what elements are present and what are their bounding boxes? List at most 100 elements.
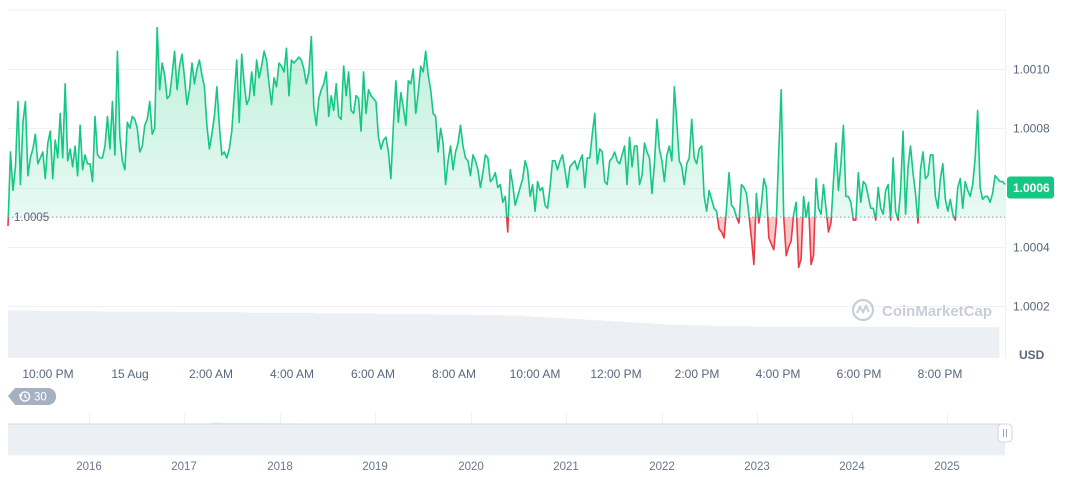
volume-bar (285, 312, 296, 358)
navigator-year-label: 2016 (76, 461, 102, 473)
x-tick-label: 4:00 PM (756, 367, 801, 381)
navigator-year-labels: 2016 2017 2018 2019 2020 2021 2022 2023 2024 2025 (76, 461, 960, 473)
x-tick-label: 15 Aug (111, 367, 148, 381)
volume-bar (424, 313, 435, 358)
volume-bar (87, 311, 98, 358)
volume-bar (186, 312, 197, 358)
volume-bar (226, 312, 237, 358)
volume-bar (751, 326, 762, 358)
volume-bar (780, 326, 792, 358)
volume-bar (671, 324, 683, 358)
volume-bar (335, 313, 346, 358)
volume-bar (632, 322, 643, 358)
navigator-year-label: 2017 (171, 461, 197, 473)
volume-bar (761, 326, 772, 358)
volume-bar (523, 316, 534, 358)
volume-bar (969, 327, 980, 358)
volume-bar (929, 327, 940, 358)
volume-bar (939, 327, 950, 358)
volume-bar (731, 326, 742, 358)
y-tick-label: 1.0008 (1013, 122, 1050, 136)
volume-bar (325, 313, 336, 358)
volume-bar (117, 311, 128, 358)
watermark-text: CoinMarketCap (882, 303, 992, 320)
volume-bar (384, 313, 395, 358)
volume-bar (790, 326, 802, 358)
volume-bar (681, 324, 693, 358)
volume-bar (820, 326, 831, 358)
volume-bar (394, 313, 405, 358)
volume-bar (553, 317, 564, 358)
volume-bar (166, 311, 177, 358)
volume-bar (107, 311, 118, 358)
baseline-label: 1.0005 (14, 212, 49, 224)
volume-bar (513, 315, 524, 358)
volume-bar (711, 326, 722, 358)
volume-bar (949, 327, 960, 358)
volume-bars (8, 310, 1000, 358)
volume-bar (17, 310, 29, 358)
volume-bar (771, 326, 782, 358)
volume-bar (97, 311, 108, 358)
volume-bar (880, 326, 891, 358)
navigator-year-label: 2023 (744, 461, 770, 473)
current-price-label: 1.0006 (1013, 181, 1050, 195)
navigator-year-label: 2020 (458, 461, 484, 473)
x-tick-label: 2:00 PM (675, 367, 720, 381)
volume-bar (701, 325, 713, 358)
volume-bar (989, 327, 1000, 358)
volume-bar (77, 311, 88, 358)
volume-bar (275, 312, 286, 358)
range-navigator[interactable]: 2016 2017 2018 2019 2020 2021 2022 2023 2024 2025 (8, 413, 1013, 473)
currency-label: USD (1019, 348, 1045, 362)
positive-line (7, 26, 1006, 218)
navigator-year-label: 2021 (553, 461, 579, 473)
volume-bar (354, 313, 366, 358)
volume-bar (909, 327, 921, 358)
volume-bar (364, 313, 376, 358)
volume-bar (453, 314, 465, 358)
volume-bar (235, 312, 247, 358)
navigator-year-label: 2024 (839, 461, 865, 473)
coinmarketcap-logo-icon (851, 298, 875, 322)
current-price-badge: 1.0006 (1007, 176, 1054, 199)
volume-bar (414, 313, 425, 358)
navigator-handle[interactable] (997, 423, 1013, 443)
volume-bar (562, 318, 574, 358)
interval-control[interactable]: 30 (8, 388, 56, 405)
volume-bar (67, 311, 78, 358)
volume-bar (265, 312, 276, 358)
price-line (7, 26, 1006, 269)
volume-bar (830, 326, 841, 358)
y-axis-labels: 1.0002 1.0004 1.0008 1.0010 (1013, 63, 1050, 314)
navigator-year-label: 2022 (649, 461, 675, 473)
interval-label: 30 (34, 392, 47, 404)
volume-bar (126, 311, 138, 358)
x-tick-label: 6:00 AM (351, 367, 395, 381)
volume-bar (602, 320, 613, 358)
volume-bar (463, 314, 475, 358)
volume-bar (444, 314, 455, 358)
x-tick-label: 2:00 AM (189, 367, 233, 381)
volume-bar (483, 315, 494, 358)
volume-bar (255, 312, 267, 358)
volume-bar (27, 310, 39, 358)
navigator-year-label: 2019 (362, 461, 388, 473)
volume-bar (592, 320, 603, 358)
volume-bar (612, 321, 623, 358)
volume-bar (850, 326, 861, 358)
volume-bar (741, 326, 752, 358)
volume-bar (840, 326, 851, 358)
volume-bar (493, 315, 504, 358)
navigator-series-area (8, 422, 1005, 455)
volume-bar (582, 319, 594, 358)
volume-bar (979, 327, 990, 358)
volume-bar (47, 311, 58, 358)
price-area (8, 27, 1005, 268)
volume-bar (642, 323, 653, 358)
volume-bar (136, 311, 148, 358)
volume-bar (245, 312, 257, 358)
volume-bar (622, 322, 633, 358)
volume-bar (691, 325, 703, 358)
